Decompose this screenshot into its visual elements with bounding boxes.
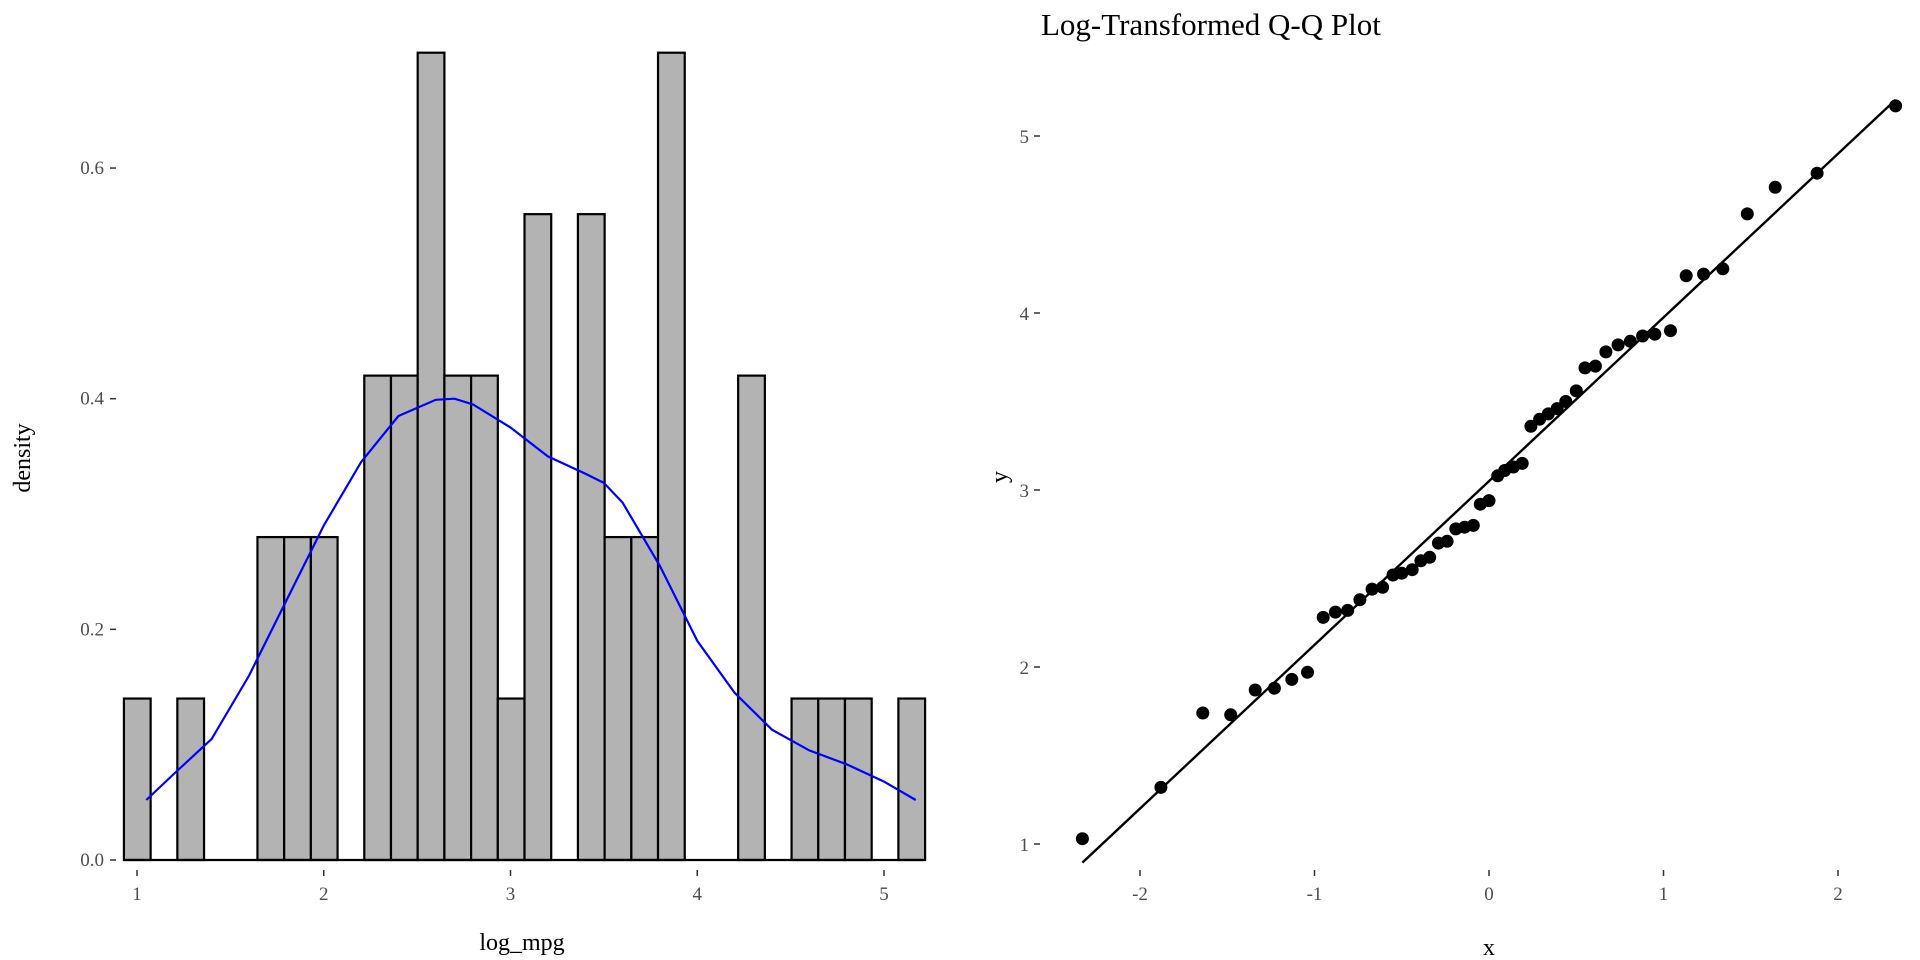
right-x-tick-label: 1 bbox=[1659, 884, 1669, 905]
qq-point bbox=[1740, 207, 1754, 221]
qq-point bbox=[1405, 563, 1419, 577]
histogram-bar bbox=[283, 535, 312, 862]
qq-plot-panel: Log-Transformed Q-Q Plot 1 2 3 4 5 -2 -1 0 1 2 x… bbox=[987, 7, 1903, 960]
qq-point bbox=[1588, 359, 1602, 373]
qq-point bbox=[1224, 708, 1238, 722]
histogram-bar bbox=[523, 213, 553, 862]
histogram-bar bbox=[416, 51, 446, 862]
right-x-tick-label: 0 bbox=[1484, 884, 1494, 905]
histogram-bar bbox=[389, 374, 419, 862]
qq-point bbox=[1075, 832, 1089, 846]
histogram-bar bbox=[843, 697, 873, 862]
qq-point bbox=[1515, 456, 1529, 470]
qq-point bbox=[1154, 780, 1168, 794]
qq-point bbox=[1550, 402, 1564, 416]
qq-point bbox=[1395, 566, 1409, 580]
qq-point bbox=[1267, 681, 1281, 695]
left-y-tick-label: 0.2 bbox=[80, 619, 104, 640]
right-y-tick-label: 3 bbox=[1020, 481, 1030, 502]
qq-point bbox=[1440, 534, 1454, 548]
qq-point bbox=[1569, 384, 1583, 398]
qq-point bbox=[1341, 603, 1355, 617]
left-y-tick-label: 0.4 bbox=[80, 389, 104, 410]
qq-point bbox=[1316, 610, 1330, 624]
qq-point bbox=[1768, 180, 1782, 194]
histogram-panel: 0.0 0.2 0.4 0.6 1 2 3 4 5 log_mpg density bbox=[10, 51, 927, 956]
histogram-bars bbox=[122, 51, 927, 862]
histogram-bar bbox=[496, 697, 526, 862]
qq-point bbox=[1664, 324, 1677, 338]
qq-plot-title: Log-Transformed Q-Q Plot bbox=[1041, 7, 1381, 42]
right-x-tick-label: 2 bbox=[1833, 884, 1843, 905]
right-x-tick-label: -1 bbox=[1307, 884, 1323, 905]
qq-point bbox=[1328, 605, 1342, 619]
qq-point bbox=[1196, 706, 1210, 720]
left-x-axis-title: log_mpg bbox=[479, 930, 564, 956]
qq-point bbox=[1376, 580, 1390, 594]
qq-reference-line bbox=[1081, 98, 1897, 864]
histogram-bar bbox=[630, 535, 660, 862]
histogram-bar bbox=[576, 213, 606, 862]
right-y-ticks: 1 2 3 4 5 bbox=[1020, 127, 1040, 856]
qq-point bbox=[1285, 672, 1299, 686]
right-x-axis-title: x bbox=[1483, 935, 1495, 960]
histogram-bar bbox=[790, 697, 820, 862]
left-y-axis-title: density bbox=[10, 423, 36, 492]
qq-point bbox=[1466, 518, 1480, 532]
left-y-tick-label: 0.0 bbox=[80, 850, 104, 871]
qq-point bbox=[1679, 269, 1693, 283]
left-y-tick-label: 0.6 bbox=[80, 158, 104, 179]
right-y-tick-label: 5 bbox=[1020, 127, 1030, 148]
histogram-bar bbox=[363, 374, 393, 862]
histogram-bar bbox=[443, 374, 473, 862]
qq-point bbox=[1623, 334, 1637, 348]
qq-point bbox=[1248, 683, 1262, 697]
qq-point bbox=[1697, 267, 1711, 281]
left-y-ticks: 0.0 0.2 0.4 0.6 bbox=[80, 158, 116, 871]
qq-points bbox=[1075, 99, 1903, 846]
histogram-bar bbox=[256, 535, 286, 862]
histogram-bar bbox=[122, 697, 152, 862]
qq-point bbox=[1482, 494, 1496, 508]
qq-point bbox=[1365, 582, 1379, 596]
qq-point bbox=[1578, 361, 1592, 375]
qq-point bbox=[1636, 329, 1650, 343]
right-x-tick-label: -2 bbox=[1132, 884, 1148, 905]
qq-point bbox=[1423, 550, 1437, 564]
right-y-tick-label: 2 bbox=[1020, 658, 1030, 679]
left-x-tick-label: 1 bbox=[132, 884, 142, 905]
qq-point bbox=[1353, 593, 1367, 607]
density-curve bbox=[145, 397, 917, 801]
histogram-bar bbox=[603, 535, 633, 862]
histogram-bar bbox=[470, 374, 499, 862]
histogram-bar bbox=[309, 535, 339, 862]
right-y-axis-title: y bbox=[987, 471, 1013, 483]
histogram-bar bbox=[897, 697, 927, 862]
qq-point bbox=[1810, 166, 1824, 180]
right-y-tick-label: 4 bbox=[1020, 304, 1030, 325]
qq-point bbox=[1716, 262, 1730, 276]
qq-point bbox=[1889, 99, 1903, 113]
histogram-bar bbox=[656, 51, 686, 862]
right-y-tick-label: 1 bbox=[1020, 835, 1030, 856]
left-x-tick-label: 4 bbox=[693, 884, 703, 905]
left-x-tick-label: 5 bbox=[879, 884, 889, 905]
qq-point bbox=[1611, 338, 1625, 352]
histogram-bar bbox=[817, 697, 847, 862]
histogram-bar bbox=[176, 697, 206, 862]
qq-point bbox=[1648, 327, 1662, 341]
left-x-ticks: 1 2 3 4 5 bbox=[132, 870, 889, 905]
right-x-ticks: -2 -1 0 1 2 bbox=[1132, 870, 1843, 905]
histogram-bar bbox=[737, 374, 766, 862]
left-x-tick-label: 3 bbox=[506, 884, 516, 905]
qq-point bbox=[1559, 395, 1573, 408]
qq-point bbox=[1524, 419, 1538, 433]
qq-point bbox=[1599, 345, 1613, 359]
left-x-tick-label: 2 bbox=[319, 884, 329, 905]
qq-point bbox=[1301, 665, 1314, 679]
